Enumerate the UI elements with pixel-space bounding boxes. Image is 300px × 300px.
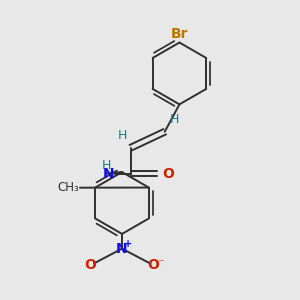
Text: O: O [85, 258, 97, 272]
Text: O: O [148, 258, 160, 272]
Text: CH₃: CH₃ [57, 181, 79, 194]
Text: +: + [124, 239, 133, 249]
Text: H: H [118, 129, 127, 142]
Text: Br: Br [171, 27, 188, 41]
Text: H: H [169, 113, 179, 126]
Text: N: N [116, 242, 128, 256]
Text: O: O [163, 167, 175, 181]
Text: H: H [102, 159, 111, 172]
Text: ⁻: ⁻ [157, 257, 164, 270]
Text: N: N [103, 167, 115, 181]
